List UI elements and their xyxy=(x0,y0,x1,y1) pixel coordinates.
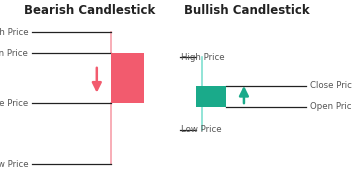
Text: Open Price: Open Price xyxy=(0,49,28,58)
Text: Close Price: Close Price xyxy=(310,81,352,91)
Text: Close Price: Close Price xyxy=(0,99,28,108)
Text: Low Price: Low Price xyxy=(0,160,28,169)
Text: High Price: High Price xyxy=(181,53,225,62)
Text: High Price: High Price xyxy=(0,28,28,37)
Bar xyxy=(196,86,226,107)
Text: Bullish Candlestick: Bullish Candlestick xyxy=(184,4,309,17)
Text: Low Price: Low Price xyxy=(181,125,222,134)
Text: Open Price: Open Price xyxy=(310,102,352,112)
Bar xyxy=(111,53,144,103)
Text: Bearish Candlestick: Bearish Candlestick xyxy=(24,4,155,17)
